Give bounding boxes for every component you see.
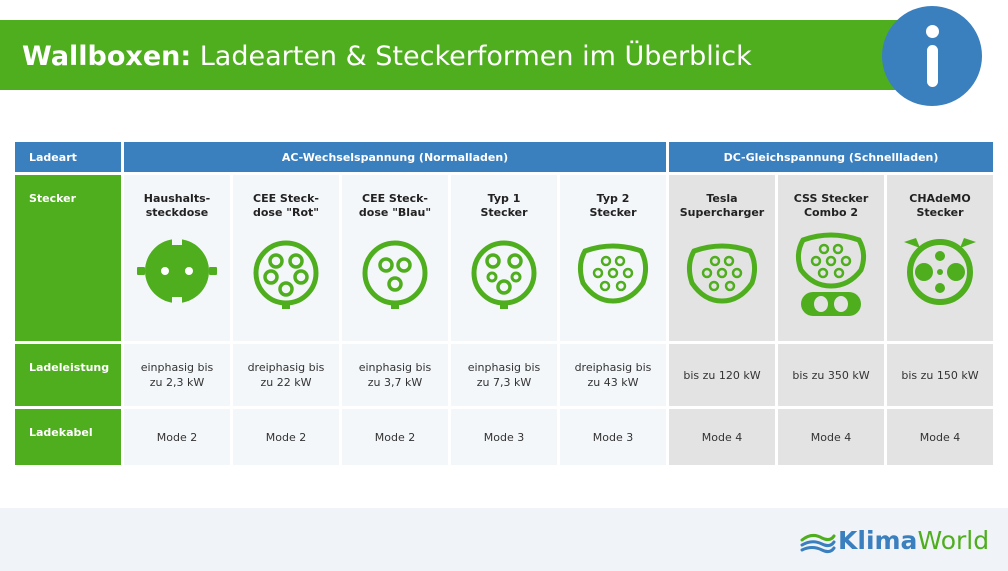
ccs-combo2-plug-icon [795, 232, 867, 316]
footer-bar [0, 508, 1008, 571]
schuko-socket-icon [137, 239, 217, 303]
power-cee-blau: einphasig bis zu 3,7 kW [342, 344, 448, 406]
header-ac-group: AC-Wechselspannung (Normalladen) [124, 142, 666, 172]
power-tesla: bis zu 120 kW [669, 344, 775, 406]
plug-cell-ccs: CSS Stecker Combo 2 [778, 175, 884, 341]
cable-cee-blau: Mode 2 [342, 409, 448, 465]
chademo-plug-icon [904, 238, 976, 305]
cee-red-socket-icon [253, 240, 319, 309]
plug-name: Tesla Supercharger [679, 192, 765, 219]
page-title-rest: Ladearten & Steckerformen im Überblick [191, 41, 752, 72]
plug-cell-tesla: Tesla Supercharger [669, 175, 775, 341]
power-ccs: bis zu 350 kW [778, 344, 884, 406]
logo-part1: Klima [838, 526, 918, 555]
klimaworld-logo-icon [800, 533, 836, 554]
cee-blue-socket-icon [362, 240, 428, 309]
power-typ2: dreiphasig bis zu 43 kW [560, 344, 666, 406]
plug-cell-cee-rot: CEE Steck- dose "Rot" [233, 175, 339, 341]
plug-cell-typ2: Typ 2 Stecker [560, 175, 666, 341]
page-title: Wallboxen: Ladearten & Steckerformen im … [22, 20, 752, 90]
power-haushalt: einphasig bis zu 2,3 kW [124, 344, 230, 406]
logo-part2: World [917, 526, 990, 555]
plug-cell-typ1: Typ 1 Stecker [451, 175, 557, 341]
plug-name: Typ 2 Stecker [589, 192, 637, 219]
header-ladeart: Ladeart [15, 142, 121, 172]
cable-cee-rot: Mode 2 [233, 409, 339, 465]
title-banner [0, 20, 904, 90]
row-label-ladekabel: Ladekabel [15, 409, 121, 465]
power-typ1: einphasig bis zu 7,3 kW [451, 344, 557, 406]
plug-name: Haushalts- steckdose [143, 192, 211, 219]
cable-chademo: Mode 4 [887, 409, 993, 465]
type2-plug-icon [577, 243, 649, 304]
cable-typ2: Mode 3 [560, 409, 666, 465]
plug-cell-haushalt: Haushalts- steckdose [124, 175, 230, 341]
plug-cell-cee-blau: CEE Steck- dose "Blau" [342, 175, 448, 341]
plug-name: CSS Stecker Combo 2 [793, 192, 869, 219]
klimaworld-logo: KlimaWorld [838, 526, 989, 555]
plug-cell-chademo: CHAdeMO Stecker [887, 175, 993, 341]
power-cee-rot: dreiphasig bis zu 22 kW [233, 344, 339, 406]
cable-ccs: Mode 4 [778, 409, 884, 465]
page-title-bold: Wallboxen: [22, 41, 192, 72]
row-label-ladeleistung: Ladeleistung [15, 344, 121, 406]
plug-name: Typ 1 Stecker [480, 192, 528, 219]
header-dc-group: DC-Gleichspannung (Schnellladen) [669, 142, 993, 172]
plug-name: CEE Steck- dose "Blau" [358, 192, 432, 219]
cable-haushalt: Mode 2 [124, 409, 230, 465]
info-icon [882, 6, 982, 106]
tesla-supercharger-icon [686, 243, 758, 304]
cable-typ1: Mode 3 [451, 409, 557, 465]
plug-name: CHAdeMO Stecker [909, 192, 971, 219]
cable-tesla: Mode 4 [669, 409, 775, 465]
power-chademo: bis zu 150 kW [887, 344, 993, 406]
row-label-stecker: Stecker [15, 175, 121, 341]
type1-plug-icon [471, 240, 537, 309]
plug-name: CEE Steck- dose "Rot" [252, 192, 320, 219]
